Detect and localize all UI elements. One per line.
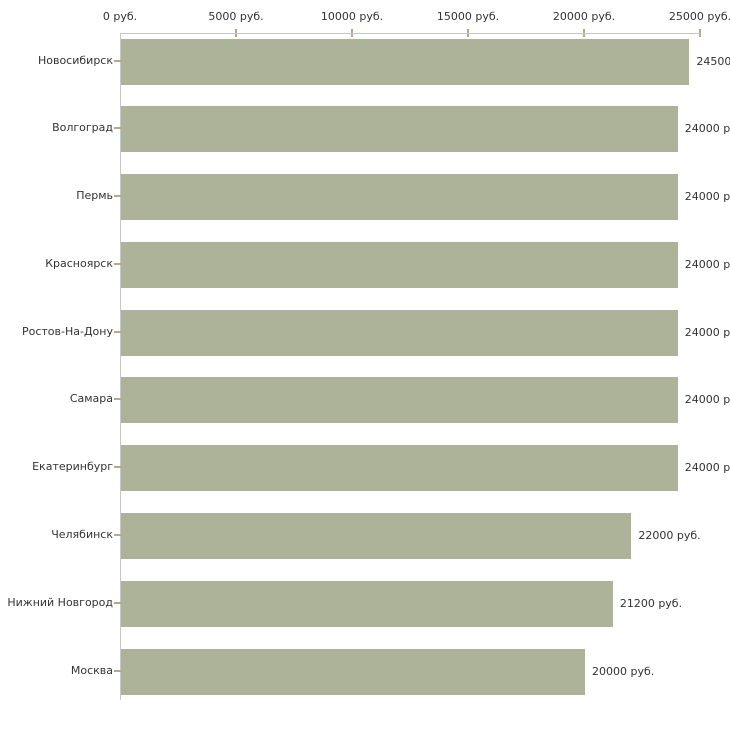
category-label: Нижний Новгород (7, 595, 113, 609)
bar (121, 580, 613, 627)
bar (121, 241, 678, 288)
y-axis-tick-mark (114, 59, 121, 62)
bar-value-label: 24000 руб. (684, 190, 730, 204)
bar (121, 445, 678, 492)
bar-value-label: 24000 руб. (684, 122, 730, 136)
y-axis-tick-mark (114, 195, 121, 198)
bar (121, 377, 678, 424)
bar (121, 309, 678, 356)
y-axis-tick-mark (114, 262, 121, 265)
y-axis-tick-mark (114, 398, 121, 401)
bar-value-label: 22000 руб. (638, 528, 701, 542)
category-label: Челябинск (51, 527, 113, 541)
y-axis-tick-mark (114, 533, 121, 536)
x-axis-tick-label: 10000 руб. (320, 10, 384, 23)
y-axis-tick-mark (114, 669, 121, 672)
y-axis-tick-mark (114, 127, 121, 130)
bar (121, 38, 690, 85)
bar (121, 648, 585, 695)
bar-value-label: 24000 руб. (684, 325, 730, 339)
category-label: Пермь (76, 189, 113, 203)
category-label: Екатеринбург (32, 460, 113, 474)
category-label: Ростов-На-Дону (21, 324, 113, 338)
category-label: Москва (70, 663, 113, 677)
y-axis-tick-mark (114, 330, 121, 333)
bar (121, 512, 632, 559)
bar (121, 174, 678, 221)
x-axis-tick-label: 5000 руб. (208, 10, 264, 23)
category-label: Новосибирск (37, 53, 113, 67)
category-label: Самара (69, 392, 113, 406)
bar-value-label: 21200 руб. (619, 596, 683, 610)
y-axis-tick-mark (114, 466, 121, 469)
plot-area: 24500 руб. 24000 руб. 24000 руб. 24000 руб.… (120, 33, 730, 700)
x-axis-tick-label: 20000 руб. (552, 10, 616, 23)
x-axis-tick-label: 25000 руб. (668, 10, 730, 23)
x-axis-tick-label: 15000 руб. (436, 10, 500, 23)
bar-value-label: 24000 руб. (684, 461, 730, 475)
category-label: Волгоград (52, 121, 113, 135)
x-axis-tick-label: 0 руб. (102, 10, 138, 23)
bar-value-label: 24000 руб. (684, 393, 730, 407)
bar (121, 106, 678, 153)
bar-value-label: 24000 руб. (684, 257, 730, 271)
bar-value-label: 24500 руб. (696, 54, 730, 68)
x-axis-tick-mark (699, 29, 701, 37)
y-axis-tick-mark (114, 601, 121, 604)
bar-value-label: 20000 руб. (592, 664, 655, 678)
category-label: Красноярск (45, 256, 113, 270)
